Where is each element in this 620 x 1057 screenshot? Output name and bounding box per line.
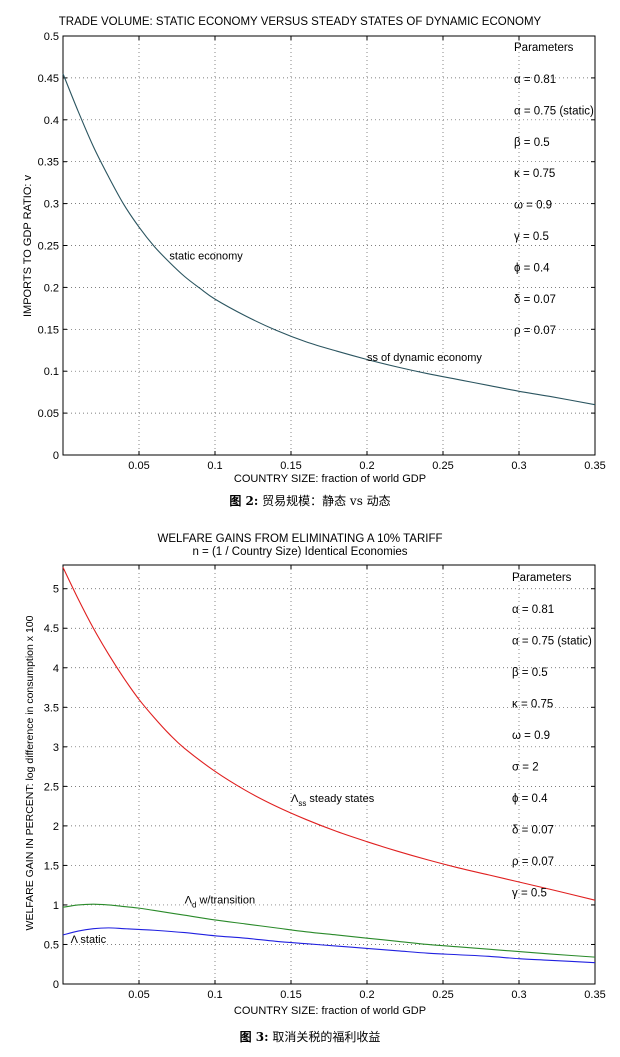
parameters-box: Parameters α = 0.81 α = 0.75 (static) β = … bbox=[514, 42, 594, 337]
y-tick-label: 3 bbox=[53, 742, 59, 754]
x-axis-label: COUNTRY SIZE: fraction of world GDP bbox=[234, 473, 426, 485]
y-tick-label: 0.25 bbox=[38, 241, 59, 253]
figure-trade-volume: TRADE VOLUME: STATIC ECONOMY VERSUS STEA… bbox=[0, 0, 620, 520]
figure-caption: 图 2: 贸易规模：静态 vs 动态 bbox=[0, 492, 620, 509]
annotation: ss of dynamic economy bbox=[367, 352, 482, 364]
series-line-2 bbox=[62, 903, 596, 958]
ticks: 0.05 0.1 0.15 0.2 0.25 0.3 0.35 0 0.5 1 1.5 2 2.5 3 3.… bbox=[44, 565, 606, 1001]
parameter-item: α = 0.81 bbox=[512, 604, 554, 616]
parameter-item: ρ = 0.07 bbox=[514, 325, 556, 337]
caption-text: 贸易规模：静态 vs 动态 bbox=[258, 494, 391, 508]
parameter-item: ϕ = 0.4 bbox=[512, 793, 548, 805]
x-tick-label: 0.25 bbox=[432, 460, 453, 472]
x-tick-label: 0.3 bbox=[511, 460, 526, 472]
y-tick-label: 0 bbox=[53, 979, 59, 991]
x-tick-label: 0.15 bbox=[280, 460, 301, 472]
annotations: Λss steady states Λd w/transition Λ static bbox=[71, 793, 375, 946]
parameter-item: α = 0.75 (static) bbox=[512, 636, 592, 648]
parameter-item: δ = 0.07 bbox=[514, 294, 556, 306]
caption-label: 图 2: bbox=[229, 494, 259, 508]
chart-title: WELFARE GAINS FROM ELIMINATING A 10% TAR… bbox=[158, 533, 443, 545]
parameters-box: Parameters α = 0.81 α = 0.75 (static) β = … bbox=[512, 572, 592, 900]
parameter-item: ω = 0.9 bbox=[512, 730, 550, 742]
y-tick-label: 0 bbox=[53, 450, 59, 462]
series-line-1 bbox=[62, 73, 596, 406]
ticks: 0.05 0.1 0.15 0.2 0.25 0.3 0.35 0 0.05 0.1 0.15 0.2… bbox=[38, 31, 606, 472]
x-tick-label: 0.1 bbox=[207, 989, 222, 1001]
y-tick-label: 0.2 bbox=[44, 282, 59, 294]
y-tick-label: 2.5 bbox=[44, 781, 59, 793]
x-tick-label: 0.05 bbox=[128, 989, 149, 1001]
parameter-item: β = 0.5 bbox=[514, 137, 550, 149]
caption-label: 图 3: bbox=[239, 1030, 269, 1044]
parameters-title: Parameters bbox=[514, 42, 574, 54]
annotation: Λ static bbox=[71, 934, 107, 946]
annotation: static economy bbox=[169, 251, 243, 263]
annotations: static economy ss of dynamic economy bbox=[169, 251, 482, 364]
y-tick-label: 0.4 bbox=[44, 115, 59, 127]
y-tick-label: 1 bbox=[53, 900, 59, 912]
caption-text: 取消关税的福利收益 bbox=[268, 1030, 381, 1044]
series bbox=[62, 73, 596, 406]
x-tick-label: 0.35 bbox=[584, 989, 605, 1001]
y-tick-label: 0.05 bbox=[38, 408, 59, 420]
y-tick-label: 0.5 bbox=[44, 31, 59, 43]
annotation: Λss steady states bbox=[291, 793, 375, 808]
y-axis-label: WELFARE GAIN IN PERCENT: log difference … bbox=[24, 615, 36, 930]
series bbox=[62, 567, 596, 964]
parameter-item: κ = 0.75 bbox=[512, 699, 553, 711]
y-tick-label: 5 bbox=[53, 584, 59, 596]
y-tick-label: 0.5 bbox=[44, 939, 59, 951]
x-tick-label: 0.25 bbox=[432, 989, 453, 1001]
parameters-title: Parameters bbox=[512, 572, 572, 584]
y-tick-label: 3.5 bbox=[44, 702, 59, 714]
plot-frame bbox=[62, 564, 596, 985]
y-axis-label: IMPORTS TO GDP RATIO: v bbox=[22, 175, 34, 318]
x-tick-label: 0.2 bbox=[359, 989, 374, 1001]
x-tick-label: 0.2 bbox=[359, 460, 374, 472]
chart-subtitle: n = (1 / Country Size) Identical Economi… bbox=[192, 546, 407, 558]
parameter-item: δ = 0.07 bbox=[512, 825, 554, 837]
series-line-3 bbox=[62, 927, 596, 964]
parameter-item: σ = 2 bbox=[512, 762, 539, 774]
x-tick-label: 0.1 bbox=[207, 460, 222, 472]
grid bbox=[63, 565, 595, 984]
grid bbox=[63, 36, 595, 455]
x-axis-label: COUNTRY SIZE: fraction of world GDP bbox=[234, 1005, 426, 1017]
parameter-item: γ = 0.5 bbox=[514, 231, 549, 243]
annotation: Λd w/transition bbox=[185, 894, 256, 909]
figure-welfare-gains: WELFARE GAINS FROM ELIMINATING A 10% TAR… bbox=[0, 524, 620, 1057]
y-tick-label: 1.5 bbox=[44, 860, 59, 872]
series-line-1 bbox=[62, 567, 596, 901]
parameter-item: κ = 0.75 bbox=[514, 168, 555, 180]
chart-title: TRADE VOLUME: STATIC ECONOMY VERSUS STEA… bbox=[59, 16, 542, 28]
parameter-item: ρ = 0.07 bbox=[512, 856, 554, 868]
y-tick-label: 0.15 bbox=[38, 324, 59, 336]
parameter-item: β = 0.5 bbox=[512, 667, 548, 679]
chart-trade-volume: TRADE VOLUME: STATIC ECONOMY VERSUS STEA… bbox=[22, 16, 606, 485]
y-tick-label: 0.1 bbox=[44, 366, 59, 378]
x-tick-label: 0.05 bbox=[128, 460, 149, 472]
parameter-item: α = 0.75 (static) bbox=[514, 105, 594, 117]
figure-caption: 图 3: 取消关税的福利收益 bbox=[0, 1028, 620, 1045]
x-tick-label: 0.35 bbox=[584, 460, 605, 472]
parameter-item: ϕ = 0.4 bbox=[514, 262, 550, 274]
parameter-item: ω = 0.9 bbox=[514, 200, 552, 212]
parameter-item: α = 0.81 bbox=[514, 74, 556, 86]
y-tick-label: 0.3 bbox=[44, 199, 59, 211]
y-tick-label: 0.45 bbox=[38, 73, 59, 85]
y-tick-label: 4 bbox=[53, 663, 59, 675]
y-tick-label: 0.35 bbox=[38, 157, 59, 169]
y-tick-label: 2 bbox=[53, 821, 59, 833]
x-tick-label: 0.15 bbox=[280, 989, 301, 1001]
x-tick-label: 0.3 bbox=[511, 989, 526, 1001]
parameter-item: γ = 0.5 bbox=[512, 888, 547, 900]
y-tick-label: 4.5 bbox=[44, 623, 59, 635]
chart-welfare-gains: WELFARE GAINS FROM ELIMINATING A 10% TAR… bbox=[24, 533, 606, 1017]
